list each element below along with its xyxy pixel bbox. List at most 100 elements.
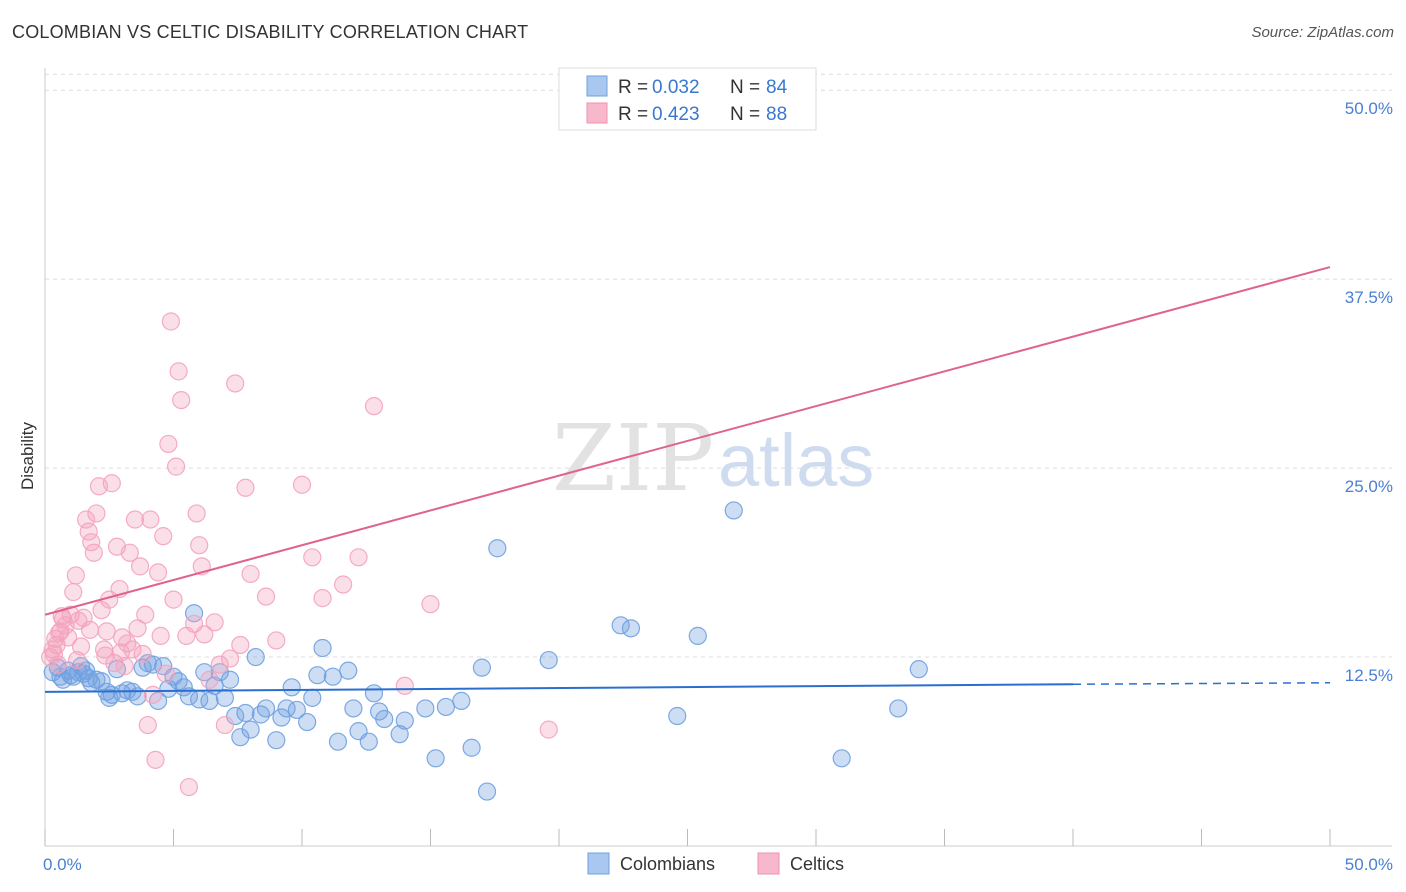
x-tick-label: 0.0% — [43, 855, 82, 874]
colombians-point — [246, 647, 265, 667]
colombians-point — [426, 749, 445, 768]
celtics-point — [364, 397, 384, 416]
celtics-point — [210, 655, 229, 674]
celtics-point — [205, 613, 224, 632]
celtics-point — [151, 626, 170, 645]
trend-lines — [44, 266, 1331, 693]
celtics-point — [421, 595, 440, 614]
celtics-point — [125, 510, 145, 529]
celtics-point — [71, 637, 91, 656]
colombians-point — [184, 604, 204, 623]
celtics-point — [159, 434, 178, 454]
legend-r-value: 0.423 — [652, 104, 700, 125]
colombians-point — [724, 501, 743, 520]
legend-r-value: 0.032 — [652, 77, 700, 98]
celtics-point — [236, 478, 255, 497]
celtics-point — [148, 563, 168, 582]
axes — [44, 68, 1392, 847]
colombians-point — [889, 699, 908, 718]
celtics-point — [64, 582, 83, 602]
celtics-point — [141, 510, 160, 529]
colombians-point — [231, 728, 250, 747]
celtics-point — [349, 548, 368, 567]
celtics-point — [303, 548, 322, 567]
celtics-point — [102, 474, 121, 493]
colombians-points — [43, 501, 928, 801]
colombians-point — [462, 738, 481, 757]
colombians-point — [621, 619, 641, 638]
colombians-point — [344, 699, 363, 718]
y-tick-label: 25.0% — [1345, 477, 1393, 496]
celtics-point — [120, 543, 139, 562]
celtics-point — [200, 670, 219, 689]
celtics-point — [111, 643, 130, 662]
colombians-point — [909, 660, 928, 679]
celtics-point — [133, 644, 152, 664]
colombians-point — [92, 672, 111, 691]
colombians-point — [323, 667, 342, 686]
y-tick-label: 50.0% — [1345, 99, 1393, 118]
colombians-point — [488, 539, 507, 558]
colombians-point — [226, 706, 245, 726]
x-tick-label: 50.0% — [1345, 855, 1393, 874]
celtics-point — [334, 575, 353, 594]
celtics-point — [143, 685, 163, 704]
celtics-point — [82, 533, 101, 552]
celtics-point — [154, 527, 173, 546]
celtics-point — [539, 720, 558, 739]
celtics-point — [179, 777, 199, 797]
celtics-point — [313, 589, 332, 608]
colombians-point — [256, 699, 276, 718]
chart-title: COLOMBIAN VS CELTIC DISABILITY CORRELATI… — [12, 22, 529, 42]
celtics-point — [166, 457, 186, 476]
colombians-point — [339, 661, 358, 680]
colombians-point — [539, 650, 558, 670]
colombians-point — [390, 725, 409, 744]
legend-r-label: R = — [618, 104, 648, 125]
celtics-point — [79, 522, 98, 541]
celtics-point — [80, 620, 100, 639]
celtics-trend-line — [44, 266, 1331, 616]
celtics-point — [220, 649, 240, 668]
colombians-point — [179, 687, 199, 706]
celtics-point — [66, 566, 85, 585]
bottom-legend-label-celtics: Celtics — [790, 854, 844, 874]
legend-r-label: R = — [618, 77, 648, 98]
colombians-point — [200, 691, 219, 710]
celtics-point — [164, 590, 183, 609]
celtics-point — [161, 312, 181, 331]
celtics-point — [292, 475, 312, 494]
colombians-point — [159, 679, 178, 698]
colombians-point — [359, 732, 378, 751]
colombians-point — [364, 684, 384, 703]
bottom-legend-swatch-colombians — [587, 852, 610, 875]
colombians-point — [287, 700, 306, 720]
celtics-point — [136, 605, 155, 624]
celtics-point — [97, 622, 116, 641]
colombians-trend-line — [44, 683, 1074, 693]
colombians-point — [241, 720, 260, 739]
colombians-point — [328, 732, 348, 751]
y-tick-label: 12.5% — [1345, 666, 1393, 685]
celtics-point — [115, 657, 134, 676]
colombians-point — [272, 708, 291, 727]
colombians-point — [668, 706, 687, 726]
colombians-point — [303, 688, 322, 707]
watermark-atlas: atlas — [718, 419, 874, 502]
celtics-point — [267, 631, 286, 650]
colombians-point — [395, 711, 414, 730]
celtics-point — [395, 676, 414, 695]
source-credit: Source: ZipAtlas.com — [1251, 24, 1394, 41]
celtics-point — [138, 715, 157, 735]
celtics-point — [256, 587, 276, 606]
colombians-point — [477, 782, 497, 801]
colombians-point — [313, 638, 332, 658]
bottom-legend-label-colombians: Colombians — [620, 854, 715, 874]
celtics-point — [130, 557, 150, 576]
celtics-point — [50, 623, 69, 642]
legend-swatch-colombians — [586, 75, 608, 97]
colombians-point — [308, 666, 327, 685]
bottom-legend-swatch-celtics — [757, 852, 780, 875]
colombians-point — [375, 709, 394, 729]
watermark: ZIP atlas — [552, 405, 874, 512]
